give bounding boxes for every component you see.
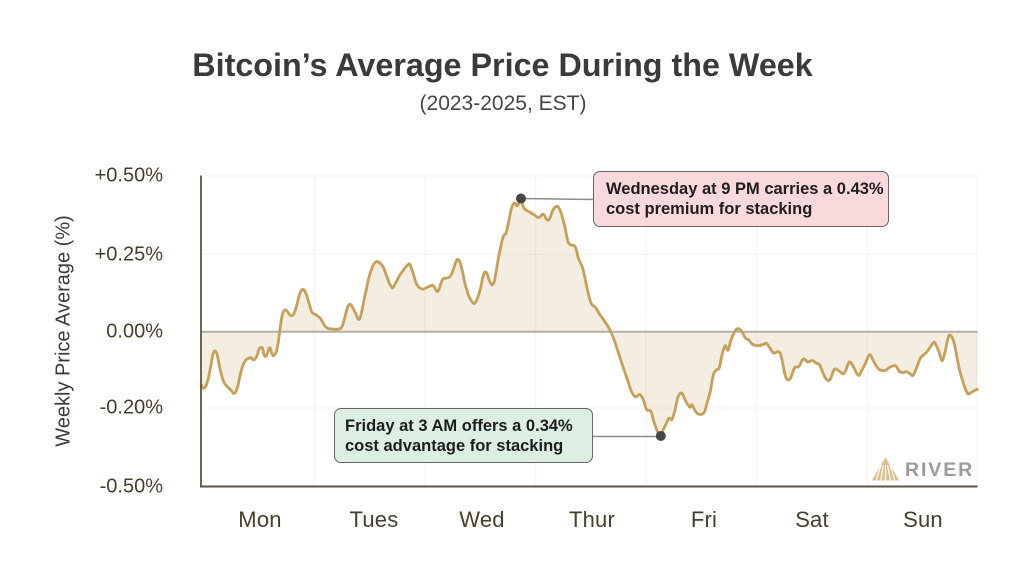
- svg-text:RIVER: RIVER: [905, 459, 974, 481]
